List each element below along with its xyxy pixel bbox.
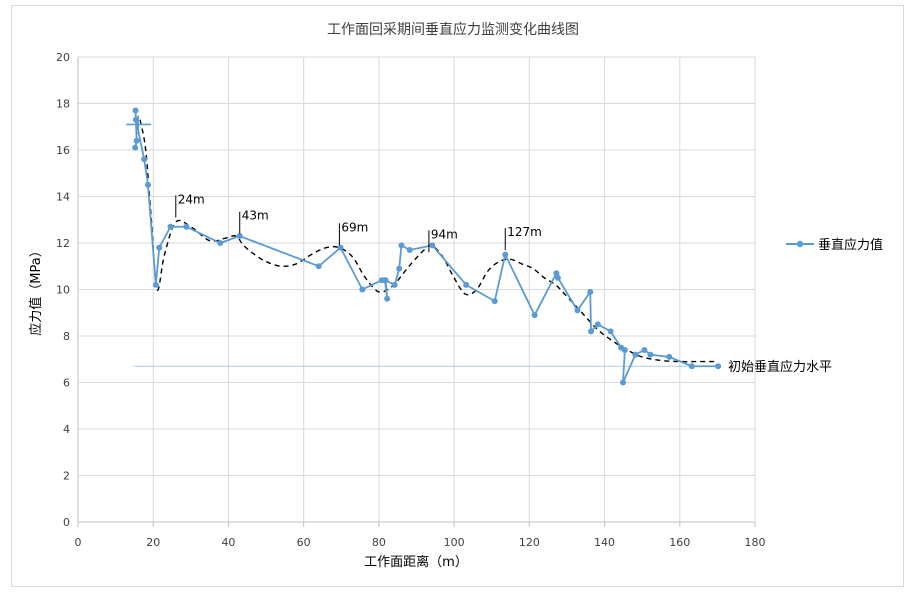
data-point bbox=[217, 240, 224, 246]
data-point bbox=[632, 351, 639, 358]
x-axis-label: 工作面距离（m） bbox=[364, 554, 468, 570]
data-point bbox=[554, 274, 561, 281]
data-point bbox=[167, 223, 174, 230]
y-tick-label: 18 bbox=[56, 98, 70, 111]
data-point bbox=[491, 298, 498, 305]
data-point bbox=[619, 379, 626, 386]
annotation-label: 127m bbox=[507, 225, 542, 239]
legend-marker bbox=[796, 240, 804, 248]
y-tick-label: 12 bbox=[56, 237, 70, 250]
data-point bbox=[594, 321, 601, 328]
axes bbox=[77, 57, 756, 527]
data-point bbox=[133, 137, 140, 144]
data-point bbox=[607, 328, 614, 335]
grid-lines bbox=[78, 56, 756, 522]
y-tick-label: 16 bbox=[56, 144, 70, 157]
data-point bbox=[141, 156, 148, 163]
series-group bbox=[126, 107, 722, 386]
y-tick-labels: 0 2 4 6 8 10 12 14 16 18 20 bbox=[56, 51, 70, 529]
trend-line bbox=[139, 119, 718, 363]
data-point bbox=[531, 312, 538, 319]
annotation-label: 69m bbox=[341, 220, 368, 234]
baseline-label: 初始垂直应力水平 bbox=[728, 359, 832, 375]
annotation-label: 94m bbox=[431, 227, 458, 241]
data-point bbox=[156, 244, 163, 251]
data-point bbox=[429, 242, 436, 249]
data-point bbox=[391, 281, 398, 288]
y-tick-label: 8 bbox=[63, 330, 70, 343]
data-point bbox=[381, 277, 388, 284]
data-point bbox=[406, 246, 413, 253]
legend-label: 垂直应力值 bbox=[818, 237, 883, 253]
y-tick-label: 14 bbox=[56, 191, 70, 204]
x-tick-label: 160 bbox=[669, 536, 690, 549]
x-tick-label: 140 bbox=[594, 536, 615, 549]
y-tick-label: 0 bbox=[63, 516, 70, 529]
legend: 垂直应力值 bbox=[786, 237, 883, 253]
data-point bbox=[398, 242, 405, 249]
data-point bbox=[587, 288, 594, 295]
data-point bbox=[588, 328, 595, 335]
data-point bbox=[152, 281, 159, 288]
data-point bbox=[132, 144, 139, 151]
data-point bbox=[574, 307, 581, 314]
x-tick-label: 100 bbox=[444, 536, 465, 549]
x-tick-label: 20 bbox=[146, 536, 160, 549]
x-tick-label: 120 bbox=[519, 536, 540, 549]
x-tick-label: 0 bbox=[75, 536, 82, 549]
data-point bbox=[621, 346, 628, 353]
data-point bbox=[502, 251, 509, 258]
data-point bbox=[315, 263, 322, 270]
annotation-label: 24m bbox=[178, 192, 205, 206]
x-tick-label: 60 bbox=[297, 536, 311, 549]
data-point bbox=[688, 363, 695, 370]
data-point bbox=[715, 363, 722, 370]
y-tick-label: 2 bbox=[63, 470, 70, 483]
data-point bbox=[359, 286, 366, 293]
y-axis-label: 应力值（MPa） bbox=[28, 244, 44, 335]
x-tick-labels: 0 20 40 60 80 100 120 140 160 180 bbox=[75, 536, 766, 549]
data-point bbox=[337, 244, 344, 251]
data-point bbox=[641, 346, 648, 353]
data-point bbox=[463, 281, 470, 288]
data-point bbox=[132, 107, 139, 114]
data-point bbox=[396, 265, 403, 272]
data-point bbox=[183, 223, 190, 230]
annotation-label: 43m bbox=[242, 209, 269, 223]
y-tick-label: 6 bbox=[63, 377, 70, 390]
chart-title: 工作面回采期间垂直应力监测变化曲线图 bbox=[327, 21, 579, 38]
data-point bbox=[384, 295, 391, 302]
y-tick-label: 4 bbox=[63, 423, 70, 436]
trend-group bbox=[139, 119, 718, 363]
annotations-group: 24m 43m 69m 94m 127m bbox=[175, 192, 542, 253]
series-line bbox=[134, 110, 719, 383]
data-point bbox=[236, 233, 243, 240]
data-point bbox=[647, 351, 654, 358]
x-tick-label: 80 bbox=[372, 536, 386, 549]
x-tick-label: 180 bbox=[745, 536, 766, 549]
data-point bbox=[144, 181, 151, 188]
x-tick-label: 40 bbox=[221, 536, 235, 549]
data-point bbox=[553, 270, 560, 277]
y-tick-label: 20 bbox=[56, 51, 70, 64]
data-point bbox=[666, 353, 673, 360]
y-tick-label: 10 bbox=[56, 284, 70, 297]
